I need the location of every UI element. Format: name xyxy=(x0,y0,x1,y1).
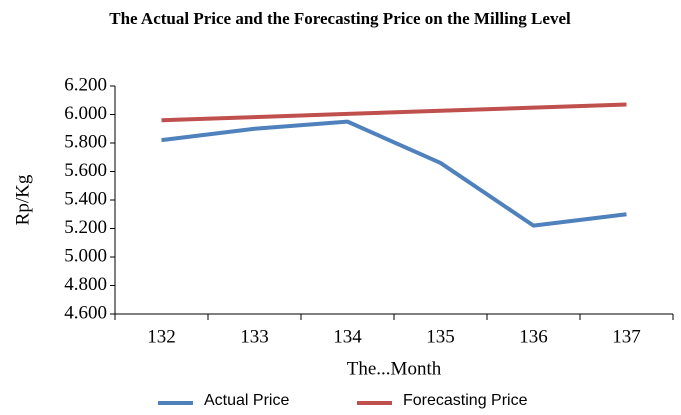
legend-label: Forecasting Price xyxy=(403,392,528,409)
x-tick-label: 136 xyxy=(519,326,548,347)
y-tick-label: 5.800 xyxy=(64,131,107,152)
x-tick-label: 132 xyxy=(147,326,176,347)
series-line xyxy=(161,119,627,228)
series-line xyxy=(161,102,627,123)
y-tick-label: 5.000 xyxy=(64,245,107,266)
y-tick-label: 5.200 xyxy=(64,217,107,238)
x-tick-label: 133 xyxy=(240,326,269,347)
chart-title: The Actual Price and the Forecasting Pri… xyxy=(109,9,571,28)
legend-label: Actual Price xyxy=(204,392,289,409)
y-axis-label: Rp/Kg xyxy=(12,174,33,225)
y-tick-label: 5.400 xyxy=(64,188,107,209)
x-tick-label: 137 xyxy=(612,326,641,347)
y-tick-label: 6.200 xyxy=(64,74,107,95)
y-tick-label: 4.600 xyxy=(64,302,107,323)
x-axis-label: The...Month xyxy=(347,358,442,379)
y-tick-label: 5.600 xyxy=(64,160,107,181)
y-tick-label: 4.800 xyxy=(64,274,107,295)
y-tick-label: 6.000 xyxy=(64,103,107,124)
x-tick-label: 134 xyxy=(333,326,362,347)
x-tick-label: 135 xyxy=(426,326,455,347)
